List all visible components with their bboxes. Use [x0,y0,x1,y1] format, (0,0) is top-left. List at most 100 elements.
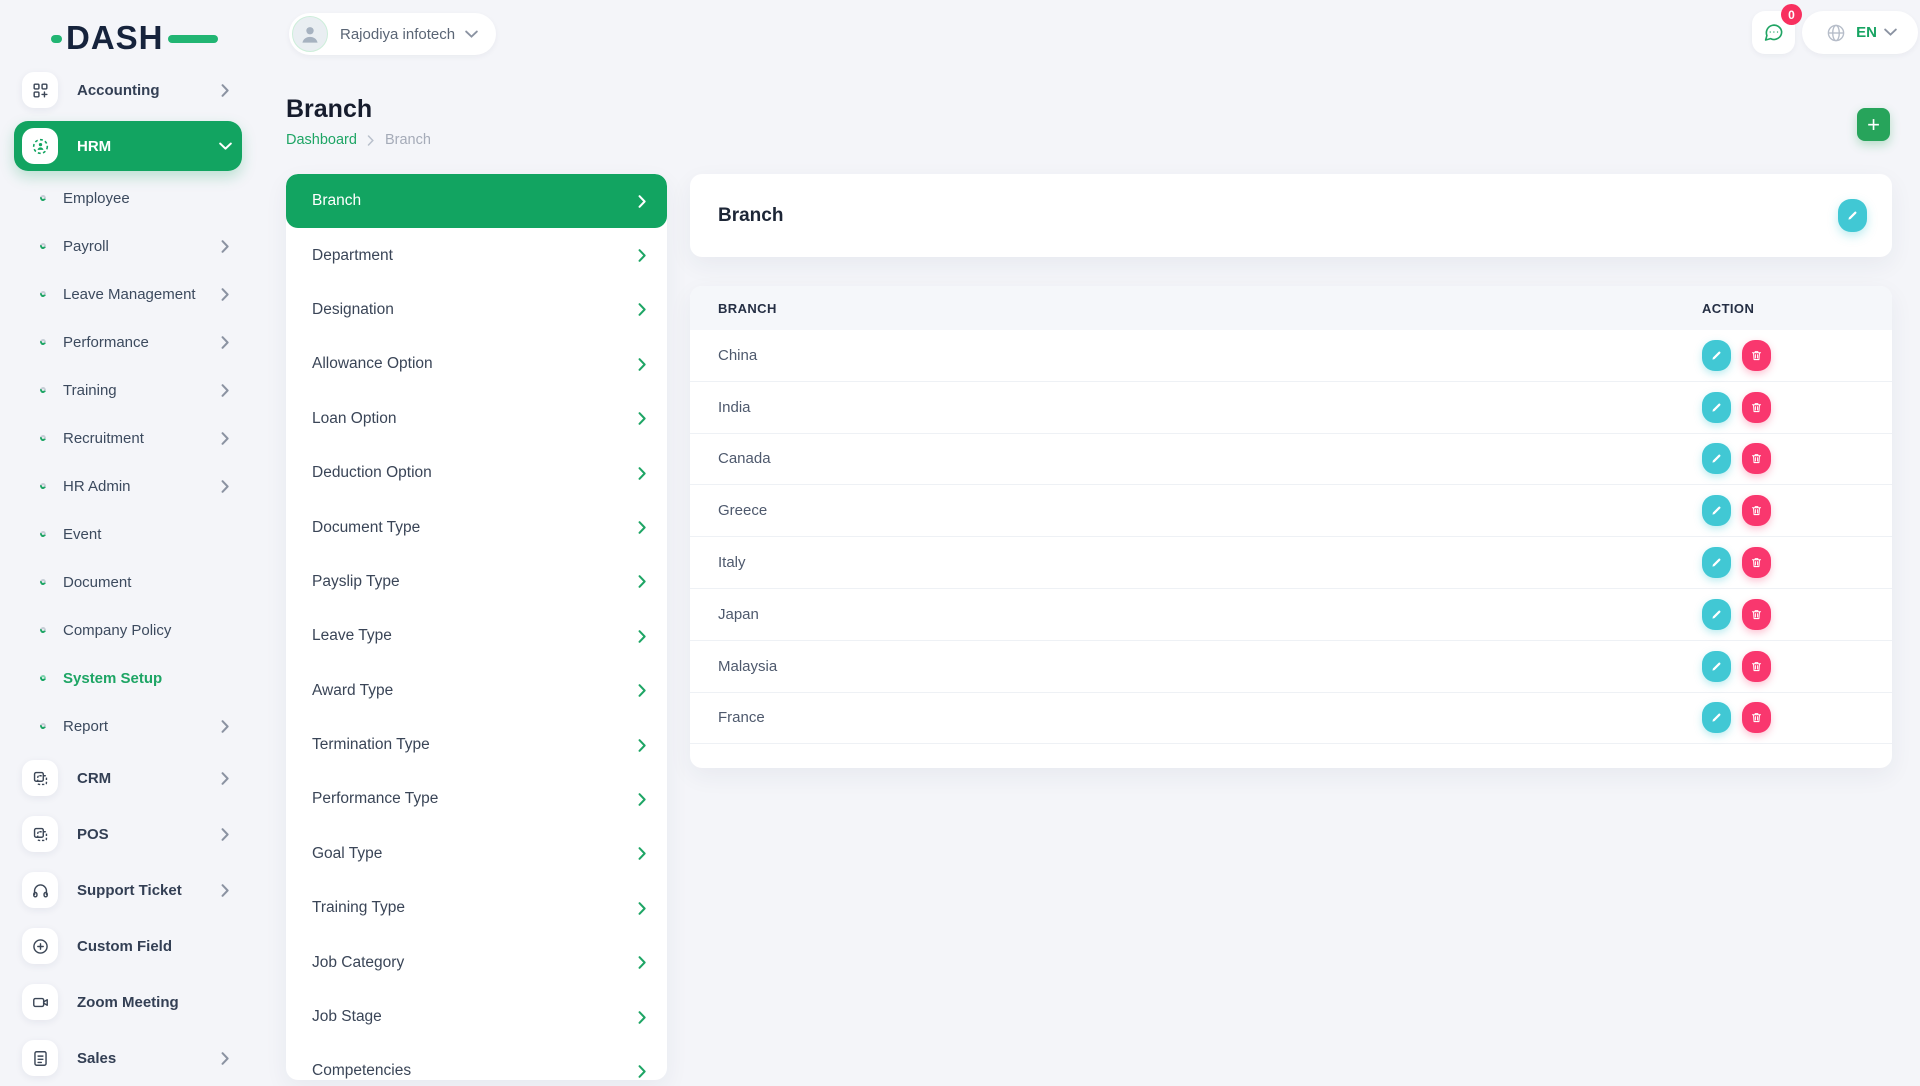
branch-name: France [718,709,765,727]
setup-menu-item-job-stage[interactable]: Job Stage [286,990,667,1044]
delete-button[interactable] [1742,598,1771,630]
chevron-down-icon [465,30,478,39]
bullet-icon [39,338,47,346]
trash-icon [1750,608,1763,621]
table-row: Canada [690,434,1892,486]
pencil-icon [1710,660,1723,673]
sidebar-item-sales[interactable]: Sales [14,1030,242,1086]
sidebar-item-label: Event [63,525,102,543]
breadcrumb-dashboard-link[interactable]: Dashboard [286,132,357,148]
sidebar-item-pos[interactable]: POS [14,806,242,862]
setup-menu-item-termination-type[interactable]: Termination Type [286,718,667,772]
globe-icon [1825,22,1847,44]
delete-button[interactable] [1742,702,1771,734]
sidebar-item-recruitment[interactable]: Recruitment [14,414,242,462]
chevron-right-icon [638,793,647,806]
sidebar-item-training[interactable]: Training [14,366,242,414]
sidebar-item-company-policy[interactable]: Company Policy [14,606,242,654]
edit-button[interactable] [1702,702,1731,734]
sidebar-item-event[interactable]: Event [14,510,242,558]
setup-menu-item-label: Allowance Option [312,355,433,373]
edit-button[interactable] [1702,391,1731,423]
sidebar-item-label: Recruitment [63,429,144,447]
sidebar-item-document[interactable]: Document [14,558,242,606]
setup-menu-item-designation[interactable]: Designation [286,283,667,337]
setup-menu-item-label: Competencies [312,1062,412,1080]
row-actions [1702,443,1771,475]
delete-button[interactable] [1742,339,1771,371]
setup-menu-item-training-type[interactable]: Training Type [286,881,667,935]
app-logo[interactable]: DASH [51,20,218,56]
edit-button[interactable] [1702,650,1731,682]
add-branch-button[interactable]: + [1857,108,1890,141]
sidebar-item-employee[interactable]: Employee [14,174,242,222]
branch-name: India [718,398,751,416]
delete-button[interactable] [1742,443,1771,475]
setup-menu-item-competencies[interactable]: Competencies [286,1044,667,1080]
sidebar-item-hrm[interactable]: HRM [14,121,242,171]
bullet-icon [39,626,47,634]
table-header-row: BRANCH ACTION [690,286,1892,330]
sidebar-item-label: Accounting [77,81,160,99]
sidebar-item-leave-management[interactable]: Leave Management [14,270,242,318]
sidebar-item-label: Performance [63,333,149,351]
setup-menu-item-job-category[interactable]: Job Category [286,935,667,989]
sidebar-item-performance[interactable]: Performance [14,318,242,366]
sidebar-item-label: Sales [77,1049,117,1067]
chevron-right-icon [221,83,230,97]
trash-icon [1750,556,1763,569]
delete-button[interactable] [1742,547,1771,579]
sidebar-item-label: Leave Management [63,285,196,303]
panel-title: Branch [718,204,784,226]
headset-icon [22,872,58,908]
workspace-switcher[interactable]: Rajodiya infotech [289,13,497,55]
setup-menu-item-document-type[interactable]: Document Type [286,500,667,554]
setup-menu-item-performance-type[interactable]: Performance Type [286,772,667,826]
sidebar-item-label: Zoom Meeting [77,993,179,1011]
trash-icon [1750,401,1763,414]
setup-menu-item-goal-type[interactable]: Goal Type [286,827,667,881]
setup-menu-item-payslip-type[interactable]: Payslip Type [286,555,667,609]
row-actions [1702,598,1771,630]
chevron-right-icon [638,358,647,371]
delete-button[interactable] [1742,391,1771,423]
chevron-down-icon [219,142,232,151]
setup-menu-item-deduction-option[interactable]: Deduction Option [286,446,667,500]
sidebar-item-system-setup[interactable]: System Setup [14,654,242,702]
workspace-name: Rajodiya infotech [340,25,456,43]
sidebar-item-report[interactable]: Report [14,702,242,750]
delete-button[interactable] [1742,495,1771,527]
sidebar-item-accounting[interactable]: Accounting [14,62,242,118]
setup-menu-item-label: Branch [312,192,362,210]
page-title: Branch [286,95,373,123]
edit-button[interactable] [1702,547,1731,579]
edit-button[interactable] [1702,495,1731,527]
sidebar-item-payroll[interactable]: Payroll [14,222,242,270]
sidebar-item-hr-admin[interactable]: HR Admin [14,462,242,510]
branch-name: Japan [718,605,759,623]
setup-menu-item-allowance-option[interactable]: Allowance Option [286,337,667,391]
pencil-icon [1710,608,1723,621]
sidebar-item-support-ticket[interactable]: Support Ticket [14,862,242,918]
sidebar-item-custom-field[interactable]: Custom Field [14,918,242,974]
edit-button[interactable] [1702,598,1731,630]
language-selector[interactable]: EN [1802,11,1918,54]
table-row: India [690,382,1892,434]
edit-panel-button[interactable] [1838,199,1867,232]
edit-button[interactable] [1702,443,1731,475]
table-row: China [690,330,1892,382]
setup-menu-item-award-type[interactable]: Award Type [286,664,667,718]
setup-menu-item-branch[interactable]: Branch [286,174,667,229]
setup-menu-item-loan-option[interactable]: Loan Option [286,392,667,446]
sidebar-item-label: Payroll [63,237,109,255]
messages-button[interactable]: 0 [1752,4,1802,54]
sidebar-item-label: POS [77,825,109,843]
edit-button[interactable] [1702,339,1731,371]
setup-menu-item-leave-type[interactable]: Leave Type [286,609,667,663]
sidebar-item-crm[interactable]: CRM [14,750,242,806]
delete-button[interactable] [1742,650,1771,682]
sidebar-item-zoom-meeting[interactable]: Zoom Meeting [14,974,242,1030]
column-header-action: ACTION [1702,300,1755,316]
row-actions [1702,547,1771,579]
setup-menu-item-department[interactable]: Department [286,228,667,282]
